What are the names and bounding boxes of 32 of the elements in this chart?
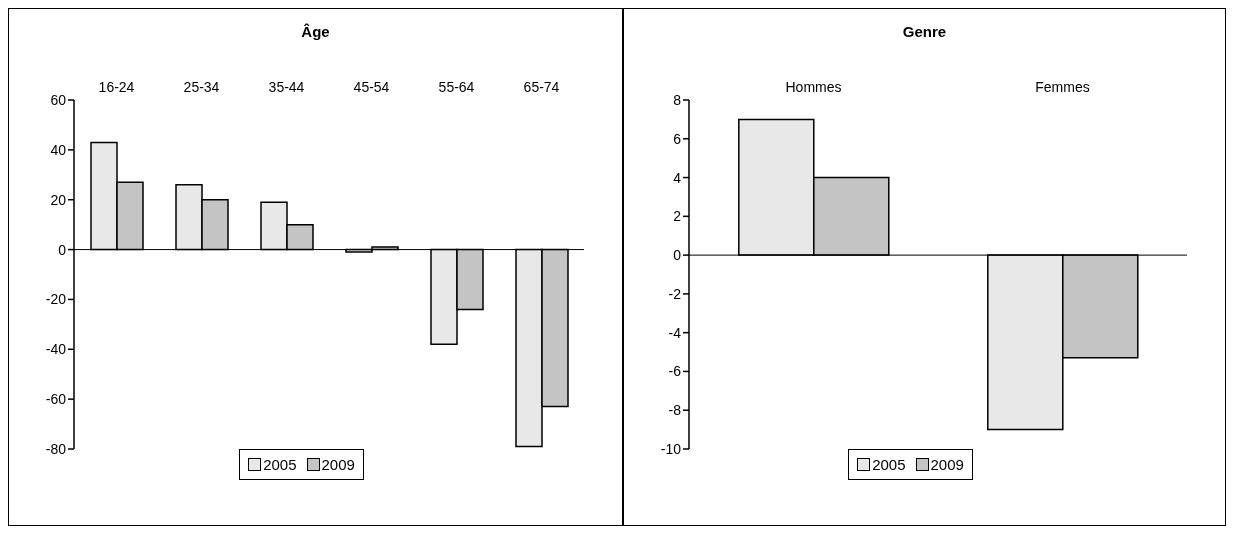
legend-label: 2005 (262, 456, 297, 473)
y-tick-label: -60 (45, 391, 67, 408)
y-tick-label: 60 (50, 91, 67, 108)
y-tick-label: 2 (673, 208, 682, 225)
y-tick-label: 4 (673, 169, 682, 186)
chart-title: Genre (901, 23, 948, 40)
legend-label: 2005 (871, 456, 906, 473)
x-tick-label: 45-54 (353, 79, 390, 95)
x-tick-label: 35-44 (268, 79, 305, 95)
y-tick-label: -4 (668, 324, 682, 341)
y-tick-label: 0 (58, 241, 67, 258)
y-tick-label: -80 (45, 440, 67, 457)
y-tick-label: 20 (50, 191, 67, 208)
legend-label: 2009 (320, 456, 355, 473)
y-tick-label: 40 (50, 141, 67, 158)
y-tick-label: -8 (668, 402, 682, 419)
y-tick-label: -40 (45, 341, 67, 358)
legend-label: 2009 (929, 456, 964, 473)
x-tick-label: Hommes (785, 79, 842, 95)
x-tick-label: 55-64 (438, 79, 475, 95)
y-tick-label: 8 (673, 91, 682, 108)
y-tick-label: 0 (673, 247, 682, 264)
x-tick-label: 25-34 (183, 79, 220, 95)
y-tick-label: -2 (668, 285, 682, 302)
y-tick-label: -6 (668, 363, 682, 380)
y-tick-label: 6 (673, 130, 682, 147)
x-tick-label: 16-24 (98, 79, 135, 95)
x-tick-label: Femmes (1035, 79, 1090, 95)
y-tick-label: -20 (45, 291, 67, 308)
chart-title: Âge (300, 23, 331, 40)
x-tick-label: 65-74 (523, 79, 560, 95)
y-tick-label: -10 (660, 440, 682, 457)
